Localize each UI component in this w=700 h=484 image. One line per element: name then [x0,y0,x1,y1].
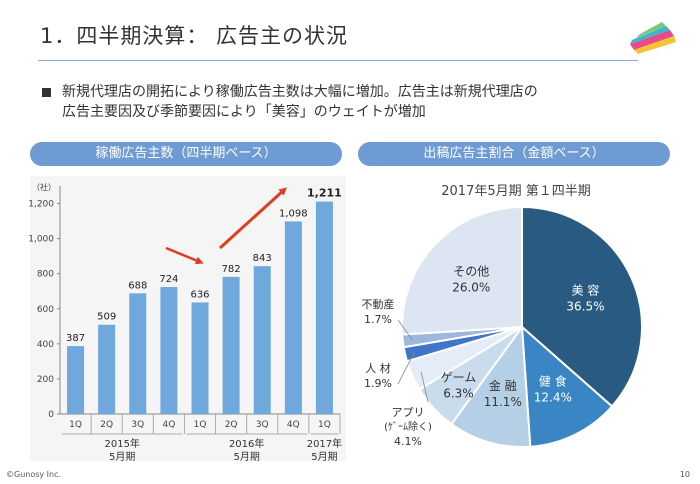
y-tick-label: 200 [37,375,54,385]
x-tick-label: 4Q [162,420,175,430]
pie-chart-title: 出稿広告主割合（金額ベース） [358,142,670,166]
summary-text: 新規代理店の開拓により稼働広告主数は大幅に増加。広告主は新規代理店の 広告主要因… [42,82,662,122]
small-red-arrow [165,246,204,265]
pie-leader-line [397,351,415,385]
pie-slice-value: 6.3% [443,387,474,401]
pie-slice [401,205,523,336]
pie-slice-label: 健 食 [539,373,567,388]
large-red-arrow [218,187,287,250]
slide-title: 1．四半期決算： 広告主の状況 [40,24,349,48]
bar [98,324,116,414]
pie-slice-value: 1.9% [364,377,392,390]
pie-leader-line [397,319,413,341]
bar [315,201,333,414]
pie-slice-label: 金 融 [489,378,517,393]
pie-slice-label: アプリ [392,406,425,419]
gunosy-logo-icon [630,22,676,54]
group-label-year: 2017年 [307,437,342,450]
group-label-year: 2015年 [104,437,139,450]
pie-slice-label: 人 材 [365,361,391,375]
x-tick-label: 3Q [256,420,269,430]
bar-chart-title: 稼働広告主数（四半期ベース） [30,142,342,166]
page-number: 10 [679,470,690,479]
x-tick-label: 4Q [287,420,300,430]
bar [253,266,271,414]
bar [67,346,85,414]
pie-slice [520,324,614,448]
summary-line-1: 新規代理店の開拓により稼働広告主数は大幅に増加。広告主は新規代理店の [62,84,538,100]
y-tick-label: 800 [37,270,54,280]
bar-value-label: 509 [97,312,116,323]
bar [284,221,302,414]
pie-slice-value: 36.5% [566,299,604,313]
group-label-year: 2016年 [229,437,264,450]
pie-slice [450,324,532,448]
bar-value-label: 843 [253,253,272,264]
bar-value-label: 724 [159,274,178,285]
pie-slice-label-sub: (ｹﾞｰﾑ除く) [384,420,432,433]
pie-slice-value: 1.7% [364,313,392,326]
bar [222,276,240,414]
summary-line-2: 広告主要因及び季節要因により「美容」のウェイトが増加 [62,104,426,120]
x-tick-label: 2Q [225,420,238,430]
bar [191,302,209,414]
pie-leader-line [420,371,429,403]
group-label-period: 5月期 [311,451,337,463]
copyright: ©Gunosy Inc. [6,470,62,479]
group-label-period: 5月期 [233,451,259,463]
pie-slice-value: 26.0% [452,280,490,294]
title-divider [38,60,638,61]
bar [129,293,147,414]
bar-value-label: 1,211 [307,187,342,200]
pie-slice-label: ゲーム [441,371,477,385]
x-tick-label: 1Q [194,420,207,430]
y-tick-label: 1,200 [28,200,54,210]
pie-slice-label: 不動産 [362,297,395,311]
pie-subtitle: 2017年5月期 第１四半期 [441,184,591,199]
bullet-square-icon [42,88,51,97]
group-label-period: 5月期 [109,451,135,463]
y-tick-label: 600 [37,305,54,315]
y-axis-unit: （社） [32,182,56,192]
y-tick-label: 1,000 [28,235,54,245]
pie-slice-value: 4.1% [394,435,422,448]
x-tick-label: 3Q [131,420,144,430]
pie-slice-label: その他 [453,264,489,278]
y-tick-label: 0 [48,410,54,420]
bar-value-label: 1,098 [279,208,308,219]
bar-value-label: 688 [128,280,147,291]
y-tick-label: 400 [37,340,54,350]
pie-slice-value: 11.1% [484,395,522,409]
x-tick-label: 1Q [69,420,82,430]
pie-slice [521,205,643,408]
bar [160,287,178,414]
x-tick-label: 2Q [100,420,113,430]
pie-slice-label: 美 容 [572,282,600,297]
bar-value-label: 387 [66,333,85,344]
bar-value-label: 636 [190,289,209,300]
pie-slice-value: 12.4% [534,390,572,404]
x-tick-label: 1Q [318,420,331,430]
bar-value-label: 782 [222,264,241,275]
